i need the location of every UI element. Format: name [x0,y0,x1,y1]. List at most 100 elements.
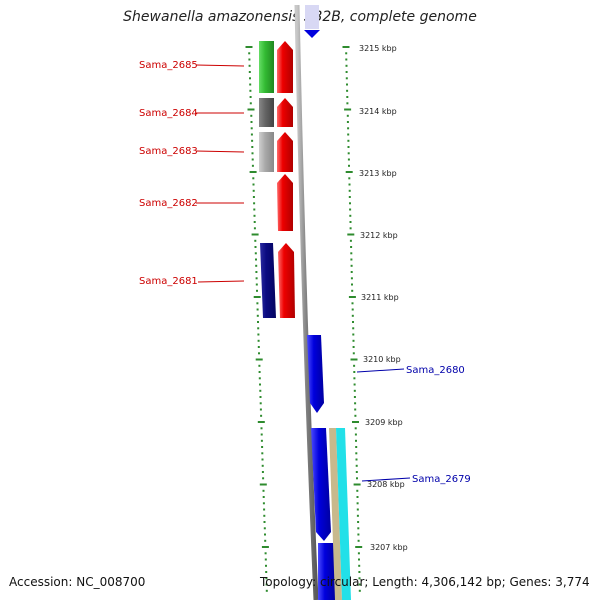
minor-tick [354,402,357,405]
minor-tick [349,202,351,205]
minor-tick [345,64,348,67]
left-gene-labels: Sama_2685 Sama_2684 Sama_2683 Sama_2682 … [139,60,198,287]
minor-tick [358,564,361,567]
gene-arrow-sama-2682 [277,174,293,231]
minor-tick [350,258,353,261]
minor-tick [352,333,355,336]
minor-tick [259,402,262,405]
minor-tick [262,502,265,505]
minor-tick [251,146,254,148]
minor-tick [254,239,257,242]
minor-tick [259,389,262,392]
minor-tick [249,89,252,92]
major-tick [255,358,263,361]
minor-tick [256,289,258,292]
track-box-sama-2684 [259,98,274,127]
minor-tick [261,458,264,461]
major-tick [245,46,253,48]
gene-arrow-sama-2681 [278,243,295,318]
minor-tick [264,552,267,555]
minor-tick [250,133,253,136]
gene-label-sama-2681: Sama_2681 [139,276,198,287]
minor-tick [352,346,355,348]
major-tick [347,233,355,236]
forward-gene-arrows [277,41,295,318]
tick-label: 3214 kbp [359,107,397,116]
minor-tick [262,496,265,498]
minor-tick [258,377,261,380]
minor-tick [252,189,255,192]
minor-tick [351,308,354,311]
minor-tick [253,221,256,223]
reverse-gene-arrows [307,335,335,600]
tick-label: 3211 kbp [361,293,399,302]
minor-tick [251,139,254,142]
minor-tick [348,177,351,180]
minor-tick [347,139,350,142]
minor-tick [263,508,266,511]
minor-tick [351,289,354,292]
minor-tick [352,352,355,355]
minor-tick [355,464,358,467]
minor-tick [347,146,350,148]
right-dotted-guide [342,46,363,592]
minor-tick [348,196,351,198]
minor-tick [350,246,353,248]
minor-tick [257,333,260,336]
minor-tick [252,177,255,180]
gene-label-sama-2679: Sama_2679 [412,474,471,485]
kbp-tick-labels: 3215 kbp 3214 kbp 3213 kbp 3212 kbp 3211… [359,44,408,552]
minor-tick [265,589,268,592]
minor-tick [255,258,257,261]
minor-tick [251,158,254,161]
minor-tick [355,471,358,473]
minor-tick [352,339,355,342]
minor-tick [256,308,259,311]
minor-tick [356,508,359,511]
minor-tick [253,214,256,217]
gene-label-sama-2680: Sama_2680 [406,365,465,376]
track-box-sama-2681 [260,243,276,318]
gene-arrow-bottom-partial [318,543,335,600]
minor-tick [264,539,267,542]
minor-tick [258,352,260,355]
major-tick [350,358,358,361]
minor-tick [259,408,262,411]
tick-label: 3215 kbp [359,44,397,53]
gene-arrow-sama-2679 [311,428,331,541]
minor-tick [262,477,265,480]
minor-tick [353,364,356,367]
minor-tick [348,183,351,186]
minor-tick [358,583,361,586]
minor-tick [248,52,251,55]
minor-tick [249,102,252,105]
minor-tick [353,396,356,398]
major-tick [249,171,257,173]
gene-label-sama-2682: Sama_2682 [139,198,198,209]
minor-tick [355,458,358,461]
gene-label-sama-2683: Sama_2683 [139,146,198,157]
minor-tick [351,314,354,317]
minor-tick [349,239,352,242]
minor-tick [358,577,361,580]
major-tick [353,483,361,486]
minor-tick [347,133,350,136]
minor-tick [347,127,350,130]
minor-tick [356,514,359,517]
minor-tick [346,89,349,92]
minor-tick [262,489,265,492]
minor-tick [250,114,253,117]
gene-label-sama-2685: Sama_2685 [139,60,198,71]
minor-tick [263,527,266,530]
cyan-feature-track [336,428,351,600]
minor-tick [251,164,254,167]
minor-tick [259,383,261,386]
minor-tick [354,414,357,417]
accession-text: Accession: NC_008700 [9,575,146,589]
minor-tick [356,496,359,498]
minor-tick [265,571,268,573]
gene-label-sama-2684: Sama_2684 [139,108,198,119]
minor-tick [349,208,352,211]
minor-tick [349,214,352,217]
